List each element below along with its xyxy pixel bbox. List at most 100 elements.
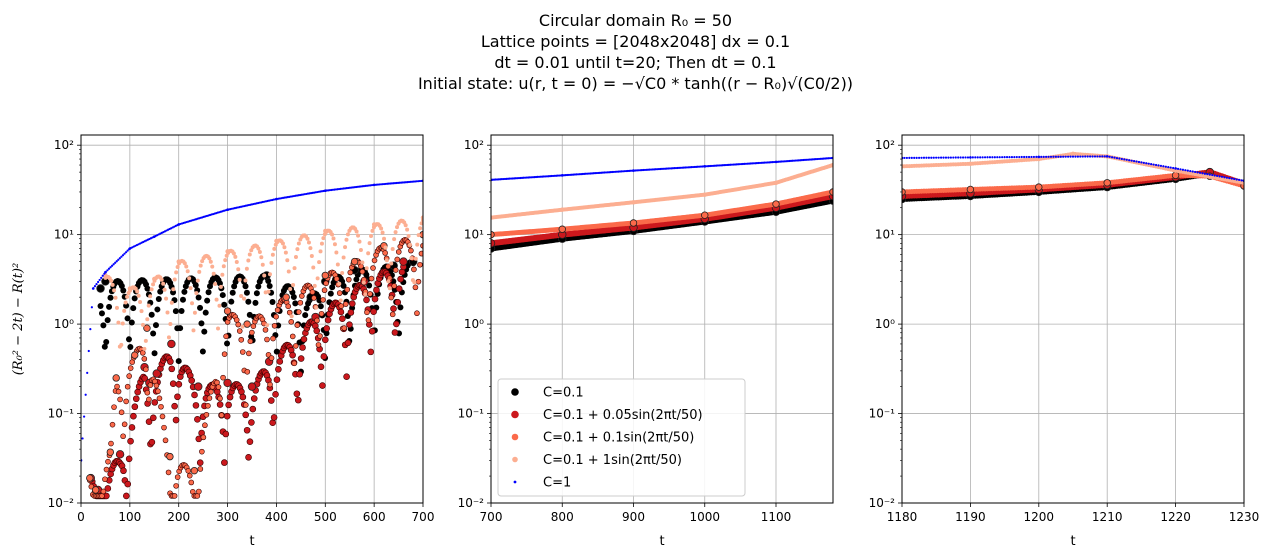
data-point: [143, 366, 149, 373]
data-point-anchor: [629, 219, 638, 227]
data-point: [1120, 157, 1123, 161]
data-point-anchor: [1171, 171, 1180, 180]
data-point: [146, 303, 151, 308]
data-point: [174, 270, 179, 275]
data-point: [200, 434, 207, 441]
data-point: [219, 292, 226, 299]
data-point-anchor: [152, 369, 161, 378]
data-point: [336, 290, 343, 296]
y-tick-label: 10¹: [875, 228, 895, 242]
data-point: [772, 160, 776, 164]
data-point: [215, 384, 222, 390]
data-point: [409, 256, 414, 261]
data-point: [195, 278, 200, 283]
data-point: [387, 286, 392, 291]
data-point: [314, 317, 320, 324]
data-point: [228, 298, 235, 305]
data-point: [640, 169, 643, 172]
data-point: [366, 251, 371, 256]
data-point: [197, 466, 204, 472]
data-point: [974, 156, 977, 159]
data-point: [1159, 164, 1163, 167]
data-point-anchor: [1070, 151, 1076, 157]
legend-marker: [511, 388, 519, 396]
data-point: [191, 328, 196, 333]
data-point: [1206, 173, 1209, 176]
data-point: [206, 395, 213, 401]
data-point: [556, 174, 559, 177]
x-tick-label: 700: [480, 510, 503, 524]
data-point: [744, 162, 748, 165]
data-point-anchor: [128, 247, 132, 250]
data-point: [202, 422, 208, 429]
data-point: [1047, 155, 1050, 158]
data-point: [695, 165, 698, 168]
data-point: [159, 413, 166, 420]
data-point: [120, 255, 123, 258]
data-point: [144, 285, 151, 292]
data-point: [288, 287, 293, 292]
data-point: [246, 258, 251, 263]
data-point-anchor: [420, 215, 423, 220]
figure-title: Circular domain R₀ = 50 Lattice points =…: [0, 10, 1271, 94]
data-point: [87, 349, 90, 353]
legend-marker: [513, 480, 517, 484]
data-point: [502, 177, 505, 181]
data-point: [363, 271, 370, 278]
legend-marker: [511, 433, 519, 441]
data-point: [771, 161, 774, 164]
data-point: [341, 325, 348, 331]
data-point: [765, 161, 768, 164]
data-point: [408, 242, 413, 247]
data-point: [1064, 155, 1067, 158]
data-point: [289, 333, 296, 340]
data-point: [718, 164, 721, 167]
data-point: [735, 163, 738, 166]
data-point: [503, 177, 507, 181]
data-point: [171, 493, 178, 499]
data-point: [555, 174, 558, 177]
data-point: [730, 163, 734, 166]
data-point: [238, 388, 245, 396]
data-point: [339, 315, 346, 323]
data-point: [981, 156, 984, 159]
data-point: [132, 395, 140, 403]
data-point: [249, 405, 257, 413]
data-point: [1186, 169, 1189, 172]
data-point: [1018, 155, 1021, 159]
data-point: [288, 319, 295, 325]
data-point-anchor: [194, 382, 203, 391]
data-point: [208, 259, 213, 264]
data-point: [1135, 160, 1138, 163]
data-point: [757, 161, 760, 165]
data-point: [952, 156, 955, 159]
data-point: [102, 476, 108, 483]
data-point: [236, 267, 241, 272]
data-point: [266, 289, 271, 294]
data-point: [323, 280, 329, 287]
data-point: [935, 156, 938, 159]
data-point: [320, 297, 326, 303]
x-axis-label: t: [1070, 534, 1075, 549]
data-point: [161, 281, 166, 286]
data-point: [922, 156, 926, 159]
legend-entry-label: C=0.1 + 0.1sin(2πt/50): [543, 431, 694, 446]
data-point: [131, 403, 139, 411]
data-point: [148, 438, 156, 446]
data-point: [1169, 166, 1172, 169]
data-point: [522, 176, 525, 179]
data-point: [210, 264, 215, 269]
x-tick-label: 1200: [1024, 510, 1055, 524]
data-point: [143, 338, 148, 343]
x-tick-label: 1230: [1229, 510, 1260, 524]
title-line-4: Initial state: u(r, t = 0) = −√C0 * tanh…: [417, 74, 854, 93]
data-point: [289, 351, 296, 359]
data-point: [101, 274, 104, 277]
data-point: [363, 296, 370, 304]
data-point: [145, 418, 153, 425]
series-0: [96, 257, 418, 375]
data-point: [104, 317, 111, 324]
data-point: [234, 259, 239, 264]
data-point-anchor: [773, 180, 779, 185]
data-point: [306, 240, 311, 245]
